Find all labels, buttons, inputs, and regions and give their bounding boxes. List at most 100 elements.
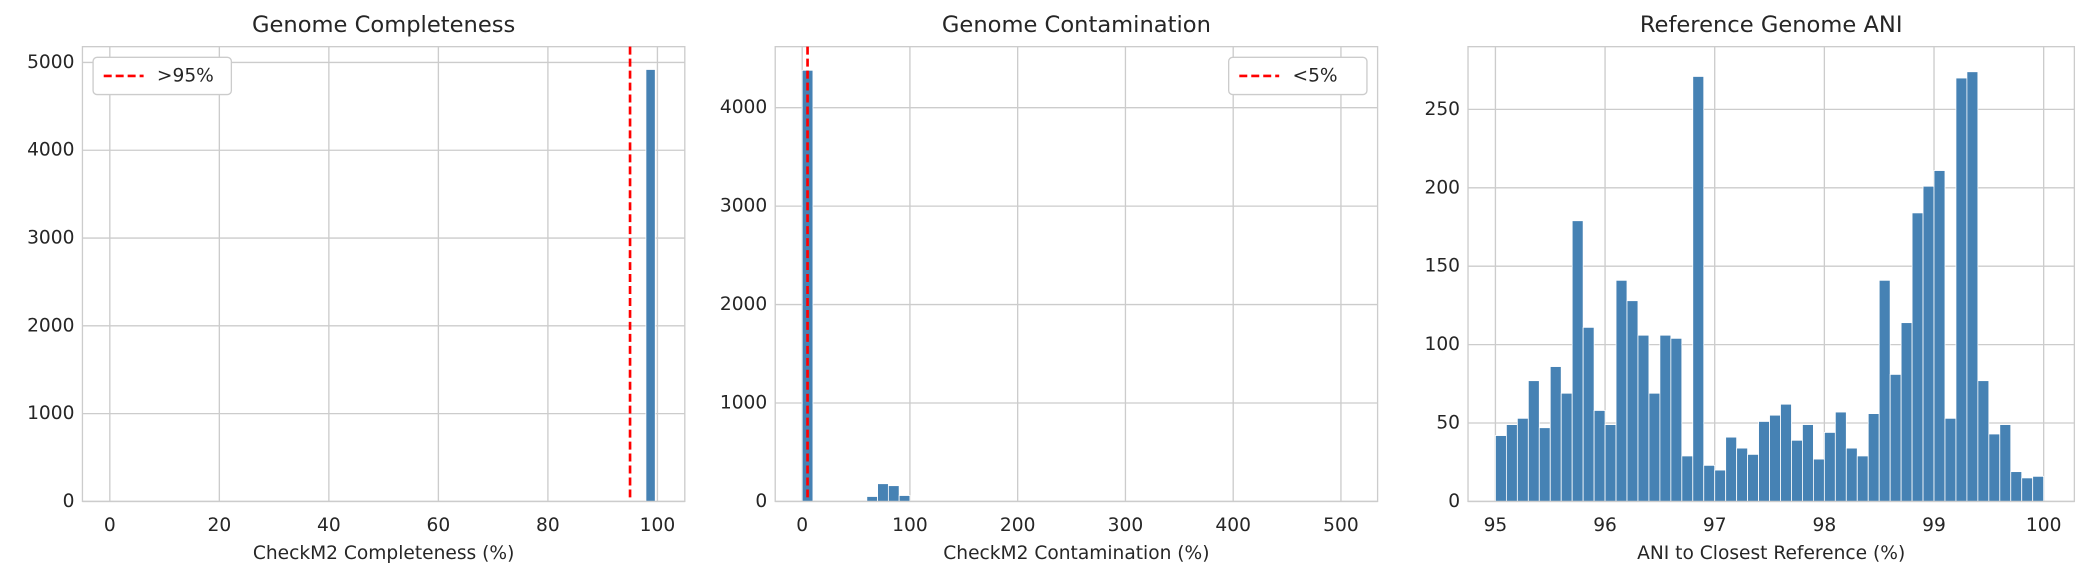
bar bbox=[1933, 170, 1946, 502]
bar bbox=[1834, 411, 1847, 502]
bar bbox=[1593, 410, 1606, 502]
bar bbox=[1736, 447, 1749, 502]
chart-title: Genome Contamination bbox=[942, 12, 1211, 38]
legend-label: <5% bbox=[1292, 65, 1337, 86]
bar bbox=[1955, 77, 1968, 502]
plot-frame bbox=[81, 45, 686, 503]
legend-box bbox=[92, 56, 233, 96]
x-tick-label: 96 bbox=[1593, 515, 1617, 536]
x-tick-label: 95 bbox=[1484, 515, 1508, 536]
y-tick-label: 1000 bbox=[27, 403, 74, 424]
bar bbox=[1703, 464, 1716, 502]
bar bbox=[1582, 326, 1595, 502]
bar bbox=[1670, 337, 1683, 502]
bar bbox=[1988, 433, 2001, 502]
bar bbox=[1999, 424, 2012, 502]
bar bbox=[866, 496, 878, 502]
legend-box bbox=[1227, 56, 1368, 96]
bar bbox=[1571, 220, 1584, 502]
bar bbox=[1495, 435, 1507, 502]
plot-frame bbox=[1467, 45, 2076, 503]
x-tick-label: 60 bbox=[427, 515, 451, 536]
bar bbox=[1889, 374, 1902, 502]
bar bbox=[1747, 453, 1759, 502]
y-tick-label: 250 bbox=[1425, 99, 1461, 120]
chart-title: Genome Completeness bbox=[252, 12, 515, 38]
y-tick-label: 4000 bbox=[27, 140, 74, 161]
x-tick-label: 40 bbox=[317, 515, 341, 536]
y-tick-label: 2000 bbox=[720, 294, 767, 315]
y-tick-label: 50 bbox=[1436, 413, 1460, 434]
bar bbox=[1725, 436, 1738, 502]
x-tick-label: 100 bbox=[640, 515, 676, 536]
x-axis-label: ANI to Closest Reference (%) bbox=[1637, 543, 1905, 564]
x-tick-label: 0 bbox=[104, 515, 116, 536]
bar bbox=[1681, 455, 1694, 502]
y-tick-label: 0 bbox=[1448, 491, 1460, 512]
y-tick-label: 1000 bbox=[720, 392, 767, 413]
bar bbox=[645, 69, 656, 502]
x-axis-label: CheckM2 Completeness (%) bbox=[253, 543, 515, 564]
x-tick-label: 500 bbox=[1323, 515, 1359, 536]
x-tick-label: 20 bbox=[207, 515, 231, 536]
bar bbox=[1911, 212, 1924, 502]
x-tick-label: 100 bbox=[892, 515, 928, 536]
bar bbox=[1823, 432, 1836, 502]
bar bbox=[1813, 458, 1825, 502]
x-tick-label: 200 bbox=[1000, 515, 1036, 536]
bar bbox=[877, 483, 889, 502]
bar bbox=[1769, 414, 1781, 502]
bar bbox=[2021, 477, 2034, 502]
bar bbox=[1966, 71, 1979, 502]
bar bbox=[1878, 279, 1891, 502]
bar bbox=[2010, 471, 2023, 502]
y-tick-label: 150 bbox=[1425, 256, 1461, 277]
x-tick-label: 97 bbox=[1703, 515, 1727, 536]
bar bbox=[1692, 76, 1705, 502]
bar bbox=[1659, 334, 1672, 502]
bar bbox=[1867, 413, 1880, 502]
bar bbox=[1604, 424, 1617, 502]
bar bbox=[1637, 334, 1650, 502]
bar bbox=[1626, 300, 1639, 502]
bar bbox=[1802, 424, 1814, 502]
bar bbox=[1977, 380, 1990, 502]
chart-title: Reference Genome ANI bbox=[1640, 12, 1903, 38]
x-tick-label: 99 bbox=[1922, 515, 1946, 536]
y-tick-label: 0 bbox=[755, 491, 767, 512]
legend: <5% bbox=[1227, 56, 1368, 96]
y-tick-label: 2000 bbox=[27, 315, 74, 336]
y-tick-label: 4000 bbox=[720, 97, 767, 118]
plot-frame bbox=[774, 45, 1379, 503]
bar bbox=[1791, 439, 1803, 502]
bar bbox=[1615, 279, 1628, 502]
legend-label: >95% bbox=[157, 65, 214, 86]
bar bbox=[1845, 447, 1858, 502]
bar bbox=[887, 485, 900, 502]
x-tick-label: 98 bbox=[1813, 515, 1837, 536]
y-tick-label: 100 bbox=[1425, 334, 1461, 355]
y-tick-label: 200 bbox=[1425, 177, 1461, 198]
x-tick-label: 300 bbox=[1108, 515, 1144, 536]
x-tick-label: 100 bbox=[2026, 515, 2062, 536]
y-tick-label: 3000 bbox=[720, 196, 767, 217]
x-tick-label: 80 bbox=[536, 515, 560, 536]
bar bbox=[1516, 417, 1529, 502]
bar bbox=[1549, 366, 1562, 502]
bar bbox=[1560, 392, 1573, 502]
legend: >95% bbox=[92, 56, 233, 96]
bar bbox=[1780, 403, 1792, 502]
bar bbox=[1922, 185, 1935, 502]
bar bbox=[1714, 469, 1727, 502]
y-tick-label: 5000 bbox=[27, 52, 74, 73]
bar bbox=[1538, 427, 1551, 502]
bar bbox=[1900, 322, 1913, 502]
y-tick-label: 3000 bbox=[27, 228, 74, 249]
bar bbox=[1944, 417, 1957, 502]
x-axis-label: CheckM2 Contamination (%) bbox=[943, 543, 1209, 564]
bar bbox=[898, 495, 911, 502]
bar bbox=[1527, 380, 1540, 502]
x-tick-label: 0 bbox=[796, 515, 808, 536]
y-tick-label: 0 bbox=[63, 491, 75, 512]
